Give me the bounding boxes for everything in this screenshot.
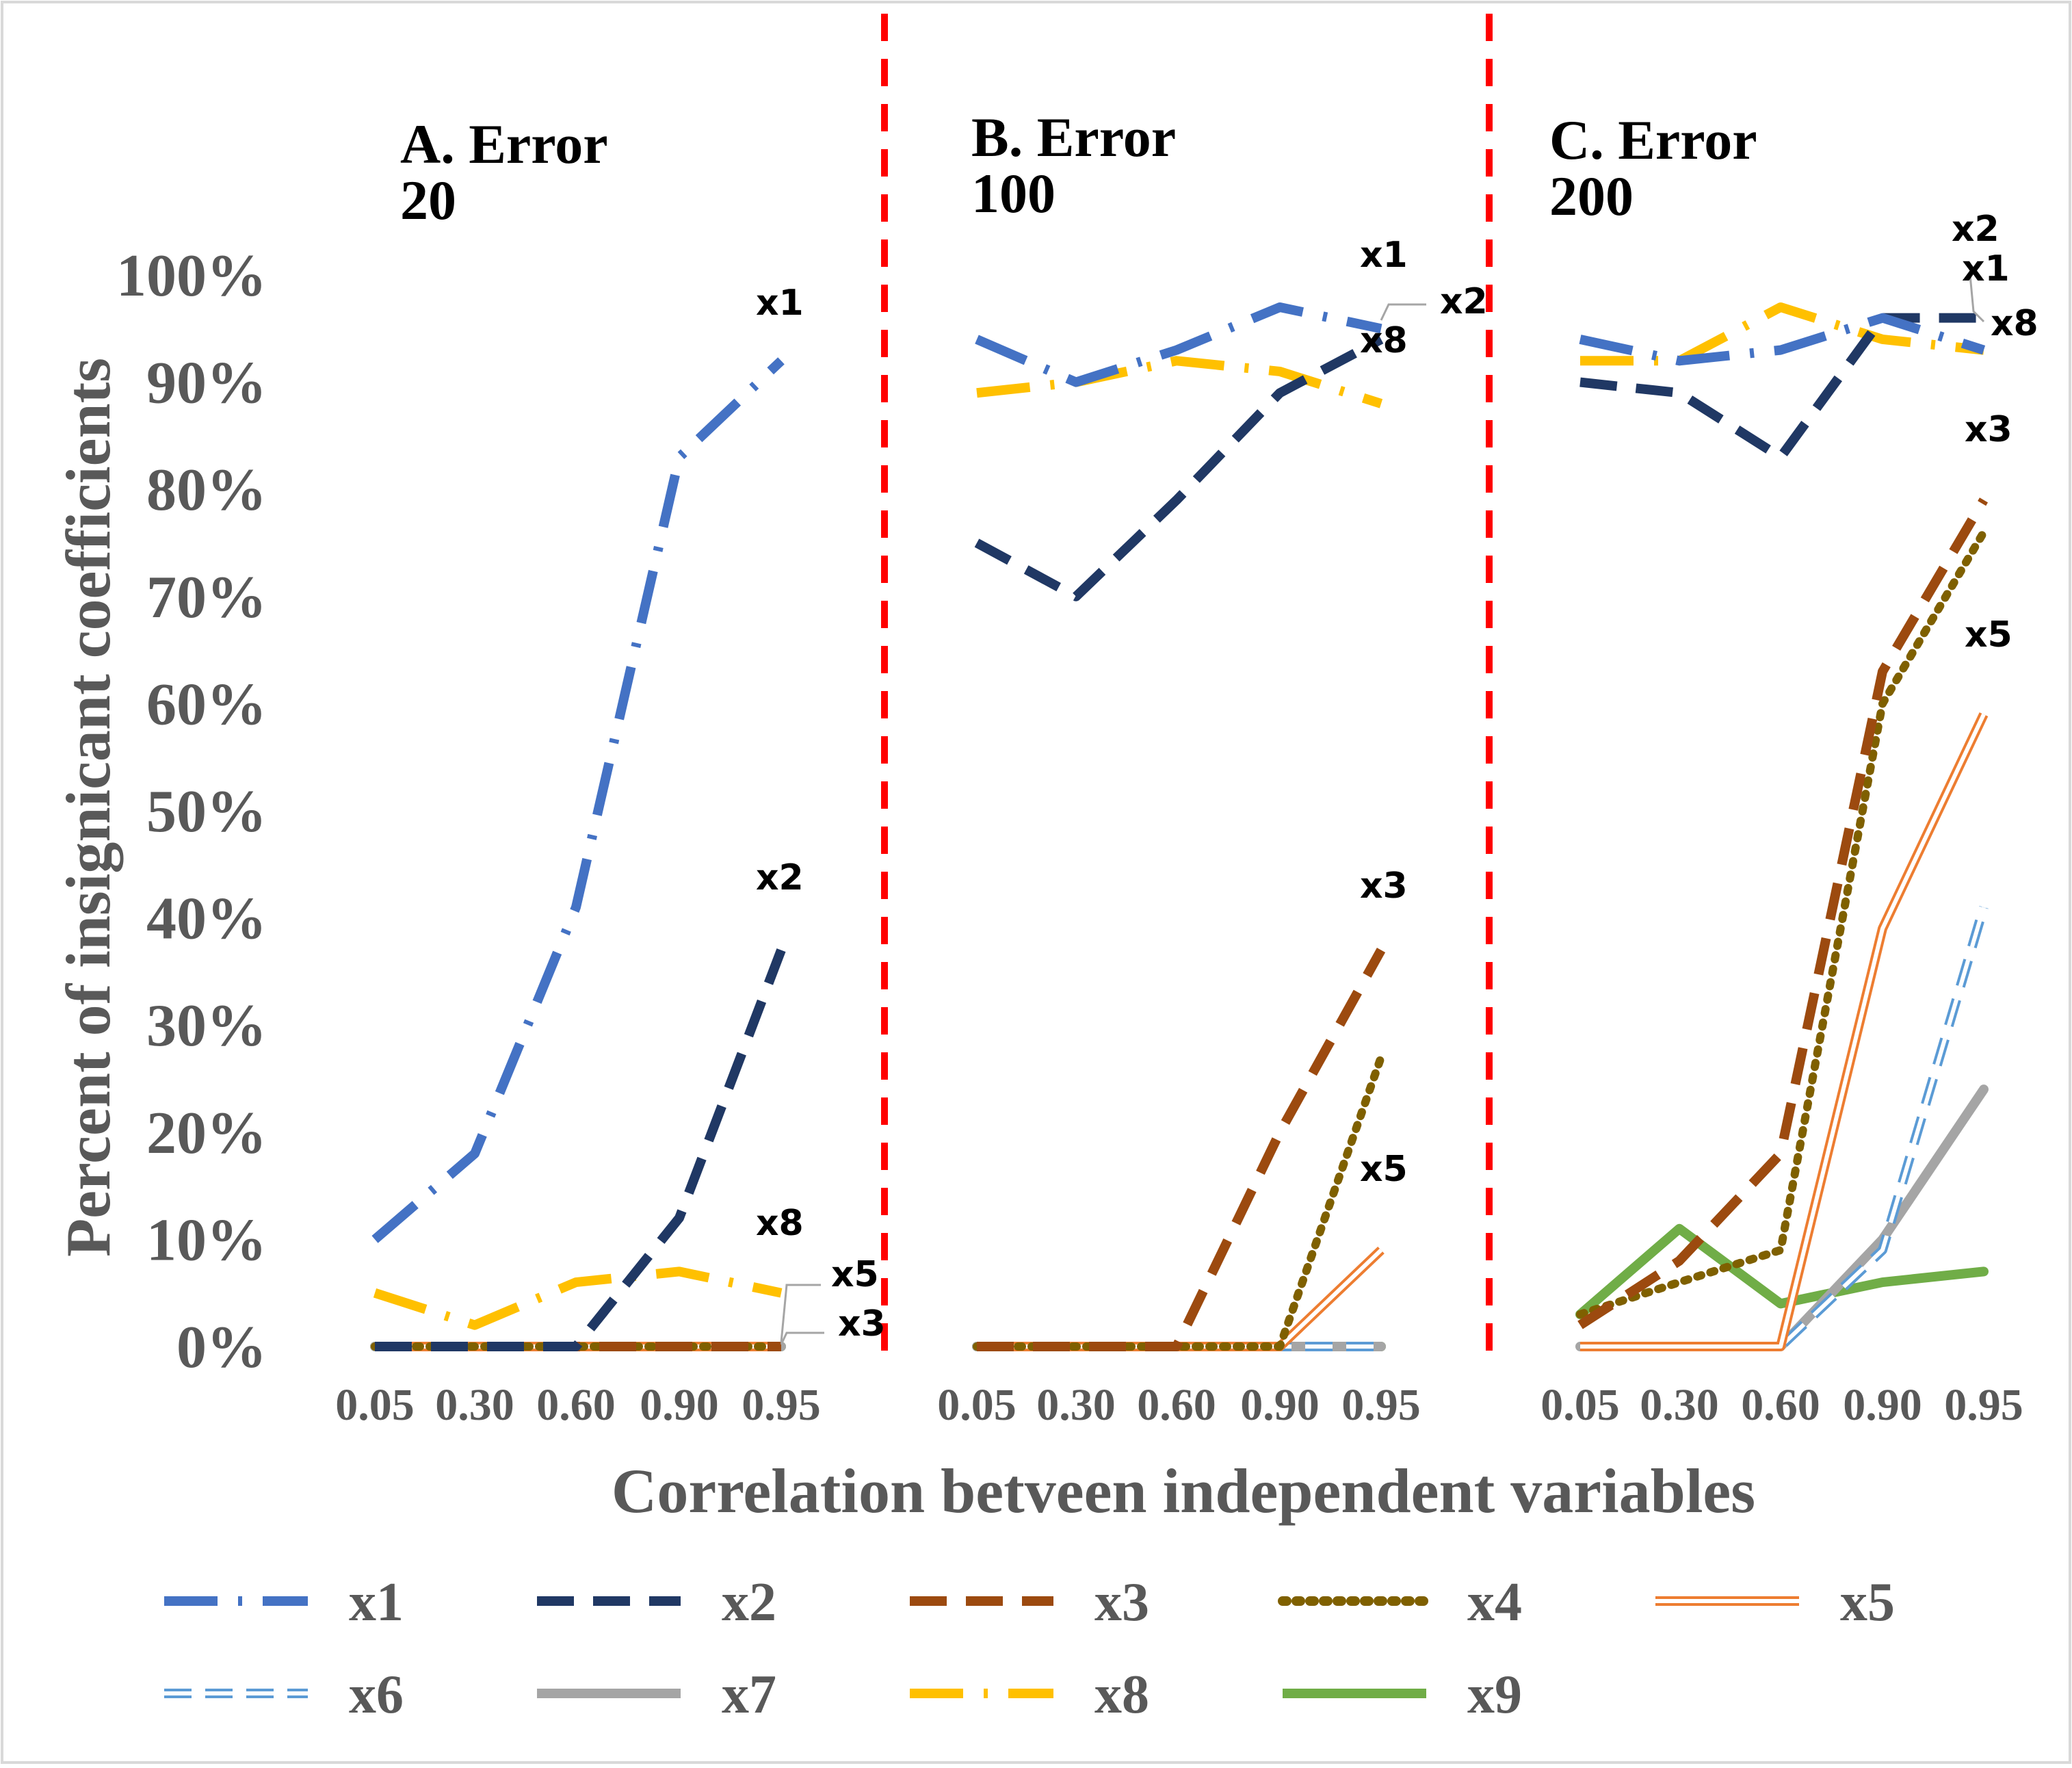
y-tick-label: 100% bbox=[116, 243, 267, 309]
y-tick-label: 0% bbox=[176, 1314, 267, 1381]
x-tick-label: 0.05 bbox=[937, 1380, 1017, 1430]
series-lines bbox=[370, 302, 1989, 1351]
legend-item-x3: x3 bbox=[910, 1572, 1149, 1633]
series-line-x8 bbox=[1580, 302, 1984, 366]
y-axis: 0% 10% 20% 30% 40% 50% 60% 70% 80% 90% 100% bbox=[116, 243, 267, 1381]
data-label-x1: x1 bbox=[756, 283, 804, 324]
legend-label: x3 bbox=[1094, 1572, 1149, 1633]
x-tick-label: 0.05 bbox=[1540, 1380, 1620, 1430]
x-tick-label: 0.30 bbox=[1640, 1380, 1719, 1430]
series-line-x2 bbox=[974, 335, 1384, 601]
data-label-x2: x2 bbox=[756, 857, 804, 898]
series-line-x2 bbox=[375, 948, 786, 1351]
panel-title-line2: 200 bbox=[1549, 165, 1634, 227]
panel-title-line2: 100 bbox=[971, 162, 1055, 224]
x-tick-label: 0.95 bbox=[742, 1380, 821, 1430]
legend-label: x6 bbox=[349, 1665, 404, 1725]
panel-title-line1: A. Error bbox=[400, 113, 608, 175]
series-line-x8 bbox=[373, 1266, 783, 1330]
y-tick-label: 90% bbox=[146, 350, 267, 417]
data-label-x1: x1 bbox=[1962, 248, 2010, 289]
x-tick-label: 0.60 bbox=[1137, 1380, 1216, 1430]
data-label-x3: x3 bbox=[1965, 409, 2012, 450]
y-tick-label: 30% bbox=[146, 993, 267, 1059]
legend: x1 x2 x3 x4 x5 x6 x7 x8 x9 bbox=[164, 1572, 1895, 1725]
series-line-x3 bbox=[1577, 497, 1989, 1329]
panel-title-line1: C. Error bbox=[1549, 109, 1757, 171]
y-tick-label: 20% bbox=[146, 1100, 267, 1167]
label-leader-line bbox=[780, 1284, 821, 1343]
legend-item-x4: x4 bbox=[1278, 1572, 1522, 1633]
series-line-x9 bbox=[1575, 1223, 1989, 1320]
panel-title-line1: B. Error bbox=[971, 106, 1176, 168]
legend-label: x9 bbox=[1467, 1665, 1522, 1725]
x-tick-label: 0.60 bbox=[536, 1380, 616, 1430]
legend-label: x8 bbox=[1094, 1665, 1149, 1725]
data-label-x5: x5 bbox=[831, 1254, 879, 1295]
x-tick-label: 0.30 bbox=[1036, 1380, 1116, 1430]
legend-item-x8: x8 bbox=[910, 1665, 1149, 1725]
series-line-x1 bbox=[975, 302, 1382, 387]
label-leader-line bbox=[1380, 303, 1426, 321]
legend-item-x9: x9 bbox=[1283, 1665, 1522, 1725]
y-tick-label: 50% bbox=[146, 779, 267, 845]
legend-item-x1: x1 bbox=[164, 1572, 404, 1633]
series-line-x4 bbox=[1576, 528, 1988, 1319]
x-tick-label: 0.05 bbox=[335, 1380, 415, 1430]
y-tick-label: 10% bbox=[146, 1207, 267, 1273]
x-axis: 0.05 0.30 0.60 0.90 0.95 0.05 0.30 0.60 0.90 0.95… bbox=[335, 1380, 2023, 1430]
x-tick-label: 0.60 bbox=[1741, 1380, 1820, 1430]
y-tick-label: 40% bbox=[146, 886, 267, 952]
data-label-x8: x8 bbox=[756, 1203, 804, 1244]
x-tick-label: 0.30 bbox=[435, 1380, 514, 1430]
data-label-x3: x3 bbox=[1360, 866, 1408, 907]
label-leader-line bbox=[1969, 274, 1985, 323]
panel-title-line2: 20 bbox=[400, 169, 456, 231]
data-label-x1: x1 bbox=[1360, 235, 1408, 276]
y-tick-label: 80% bbox=[146, 457, 267, 523]
legend-label: x5 bbox=[1840, 1572, 1895, 1633]
x-tick-label: 0.95 bbox=[1341, 1380, 1421, 1430]
legend-item-x7: x7 bbox=[537, 1665, 776, 1725]
series-line-x5-inner bbox=[1580, 713, 1986, 1349]
legend-label: x4 bbox=[1467, 1572, 1522, 1633]
label-leader-line bbox=[780, 1331, 824, 1345]
x-tick-label: 0.90 bbox=[1240, 1380, 1320, 1430]
data-label-x2: x2 bbox=[1440, 281, 1488, 322]
x-axis-label: Correlation betveen independent variable… bbox=[612, 1456, 1755, 1526]
legend-item-x2: x2 bbox=[537, 1572, 776, 1633]
series-line-x8 bbox=[976, 356, 1383, 408]
data-label-x5: x5 bbox=[1360, 1149, 1408, 1190]
data-label-x5: x5 bbox=[1965, 614, 2012, 655]
x-tick-label: 0.90 bbox=[1843, 1380, 1922, 1430]
series-line-x1 bbox=[371, 357, 785, 1243]
series-line-x1 bbox=[1579, 313, 1986, 366]
legend-item-x5: x5 bbox=[1655, 1572, 1895, 1633]
legend-item-x6: x6 bbox=[164, 1665, 404, 1725]
legend-label: x7 bbox=[722, 1665, 776, 1725]
data-label-x3: x3 bbox=[838, 1303, 886, 1344]
legend-label: x1 bbox=[349, 1572, 404, 1633]
data-label-x8: x8 bbox=[1360, 320, 1408, 361]
y-axis-label: Percent of insignicant coefficients bbox=[53, 358, 123, 1257]
series-line-x3 bbox=[977, 948, 1386, 1351]
series-line-x2 bbox=[1579, 313, 1984, 463]
data-label-x2: x2 bbox=[1952, 209, 1999, 250]
y-tick-label: 70% bbox=[146, 564, 267, 631]
x-tick-label: 0.90 bbox=[640, 1380, 719, 1430]
x-tick-label: 0.95 bbox=[1944, 1380, 2023, 1430]
data-label-x8: x8 bbox=[1991, 303, 2038, 344]
legend-label: x2 bbox=[722, 1572, 776, 1633]
y-tick-label: 60% bbox=[146, 671, 267, 738]
